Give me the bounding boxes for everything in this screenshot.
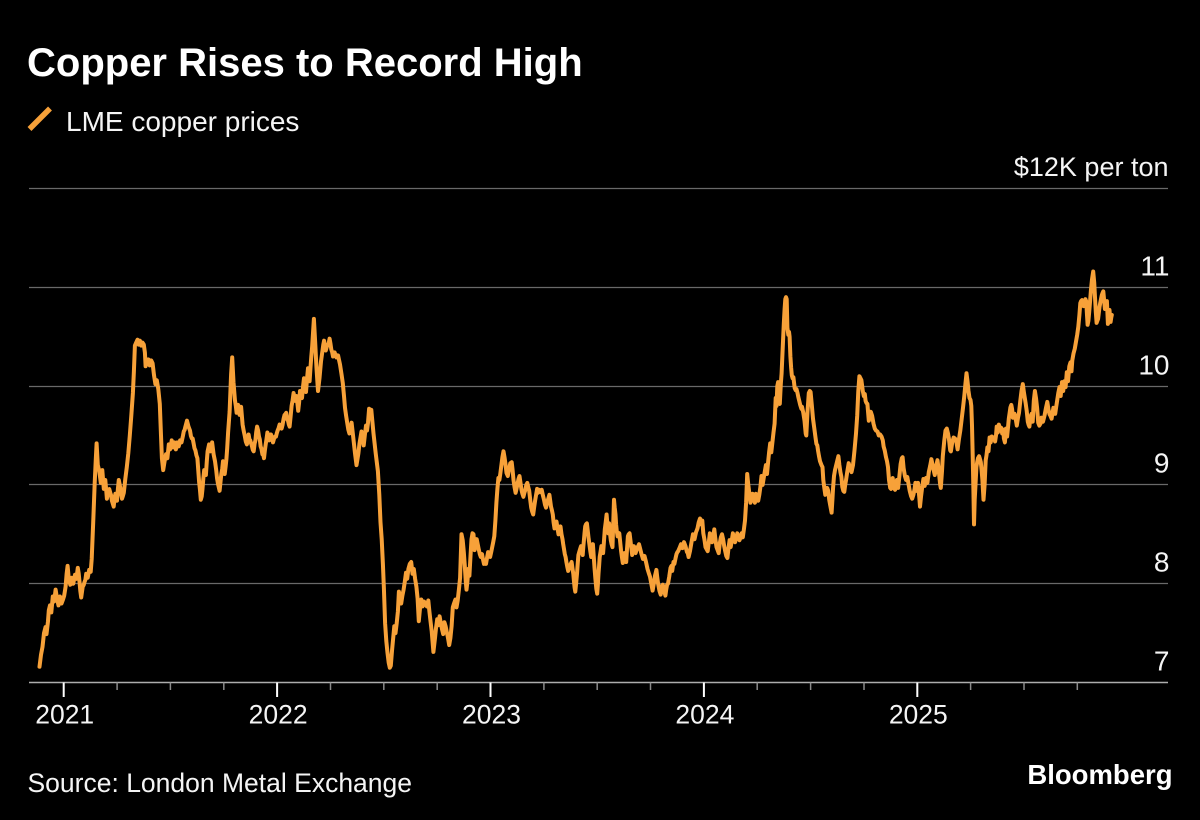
svg-text:Source: London Metal Exchange: Source: London Metal Exchange [28, 768, 413, 798]
svg-text:2021: 2021 [35, 700, 94, 730]
svg-text:$12K per ton: $12K per ton [1014, 152, 1169, 182]
svg-text:10: 10 [1138, 350, 1169, 381]
svg-text:Copper Rises to Record High: Copper Rises to Record High [27, 41, 583, 85]
svg-text:11: 11 [1140, 251, 1169, 282]
svg-text:7: 7 [1154, 646, 1170, 677]
svg-text:2024: 2024 [675, 700, 734, 730]
svg-text:9: 9 [1154, 448, 1170, 479]
svg-text:2025: 2025 [889, 700, 948, 730]
svg-text:LME copper prices: LME copper prices [66, 106, 299, 137]
svg-text:2023: 2023 [462, 700, 521, 730]
svg-text:Bloomberg: Bloomberg [1027, 759, 1172, 790]
svg-text:2022: 2022 [249, 700, 308, 730]
svg-text:8: 8 [1154, 547, 1170, 578]
